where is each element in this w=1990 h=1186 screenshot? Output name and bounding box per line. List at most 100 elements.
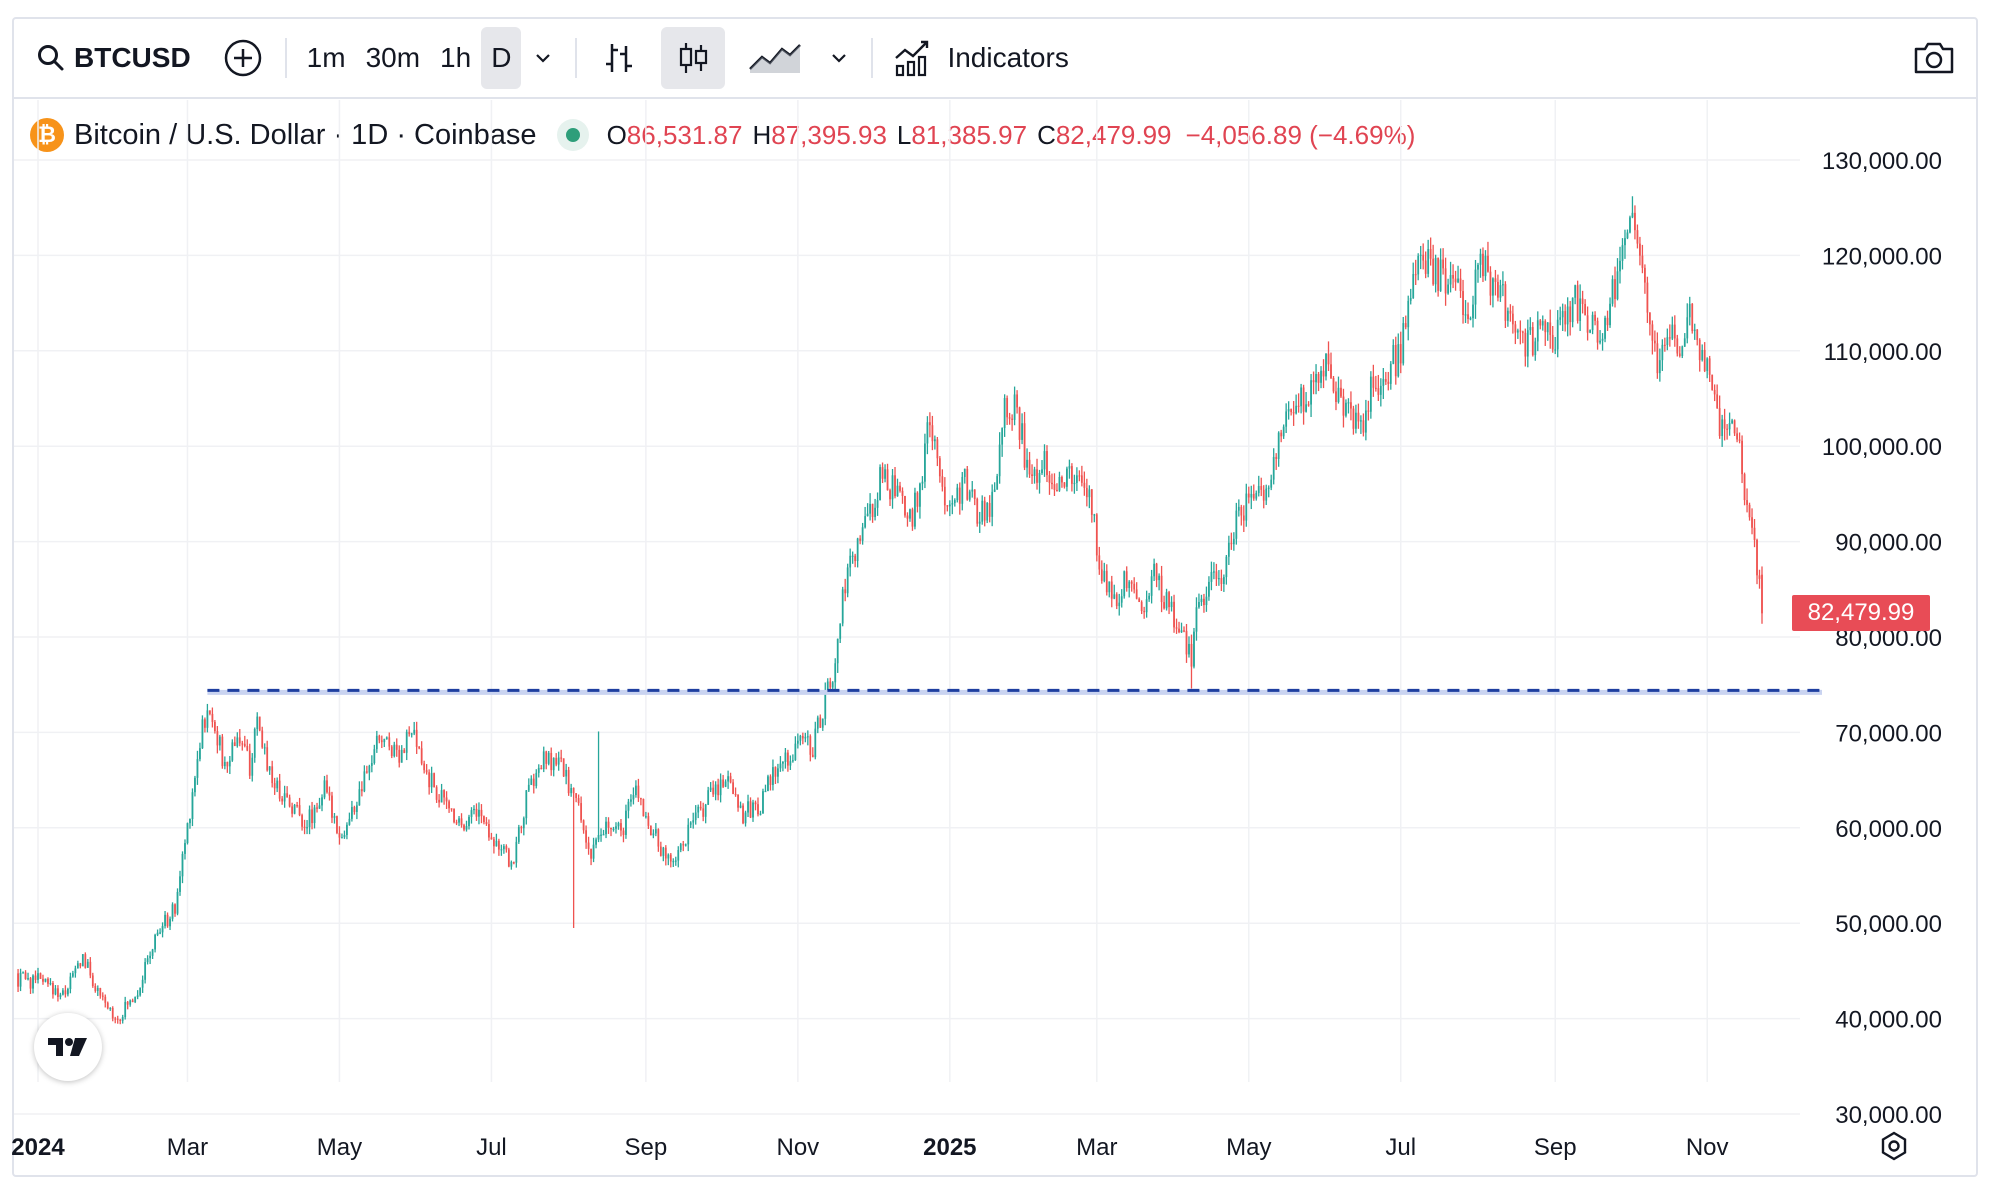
candle-body [104, 996, 107, 1003]
timeframe-30m[interactable]: 30m [365, 42, 421, 73]
candle-body [1185, 630, 1188, 655]
candle-body [1544, 321, 1547, 333]
candle-body [1175, 627, 1178, 629]
candle-body [1392, 344, 1395, 364]
candle-body [1008, 417, 1011, 419]
candle-body [1382, 378, 1385, 386]
candle-body [226, 761, 229, 767]
candle-body [657, 829, 660, 847]
candle-body [1407, 300, 1410, 328]
candle-body [1053, 484, 1056, 490]
compare-button[interactable] [211, 27, 275, 89]
candle-body [448, 801, 450, 809]
area-chart-type-button[interactable] [733, 27, 817, 89]
timeframe-1m[interactable]: 1m [306, 42, 346, 73]
candle-body [360, 789, 363, 792]
candle-body [1673, 324, 1676, 339]
candle-body [116, 1018, 119, 1020]
timeframe-1h[interactable]: 1h [440, 42, 472, 73]
candle-body [161, 926, 164, 933]
candle-body [1746, 500, 1748, 505]
candle-body [1566, 306, 1569, 325]
candle-body [909, 509, 911, 519]
candle-body [1706, 358, 1709, 371]
bars-chart-type-button[interactable] [587, 27, 651, 89]
candle-body [1509, 310, 1512, 314]
candle-body [894, 475, 896, 497]
candle-body [1158, 575, 1160, 581]
candle-body [111, 1007, 114, 1019]
x-tick-label: Mar [1076, 1134, 1117, 1161]
candle-body [490, 837, 493, 840]
candle-body [1753, 527, 1756, 540]
candle-body [346, 824, 348, 836]
candle-body [47, 978, 49, 984]
timeframe-d[interactable]: D [481, 27, 522, 89]
candle-body [1427, 249, 1430, 274]
tradingview-logo[interactable] [34, 1013, 102, 1081]
candle-body [1502, 284, 1504, 286]
candle-body [336, 816, 338, 833]
candle-body [413, 729, 416, 734]
candle-body [615, 826, 617, 829]
indicators-button[interactable]: Indicators [883, 27, 1078, 89]
candle-body [144, 962, 147, 980]
candle-body [179, 876, 181, 892]
candle-body [39, 973, 42, 979]
candle-body [440, 790, 443, 803]
candle-body [1482, 253, 1484, 277]
candle-body [1320, 370, 1322, 383]
snapshot-button[interactable] [1902, 27, 1966, 89]
candle-body [1576, 285, 1579, 321]
candle-body [1554, 349, 1557, 351]
candle-body [719, 779, 722, 796]
candle-body [644, 816, 647, 818]
candle-body [1696, 329, 1699, 340]
candle-body [27, 978, 29, 980]
candle-body [1467, 314, 1469, 319]
candle-body [114, 1018, 117, 1020]
candle-body [159, 932, 161, 934]
candle-body [273, 783, 276, 789]
candle-body [1310, 380, 1312, 405]
candle-body [283, 793, 286, 802]
candle-body [1636, 230, 1639, 244]
candle-body [136, 995, 139, 997]
candle-body [1594, 314, 1596, 321]
candle-body [968, 491, 971, 500]
candle-body [1409, 298, 1412, 301]
candle-body [525, 790, 528, 819]
candle-body [1721, 419, 1724, 437]
candles-chart-type-button[interactable] [661, 27, 726, 89]
symbol-name[interactable]: BTCUSD [74, 42, 191, 73]
candle-body [1556, 319, 1559, 350]
candle-body [649, 825, 652, 836]
candle-body [248, 750, 251, 776]
candle-body [1195, 607, 1198, 632]
candle-body [664, 847, 667, 859]
high-value: 87,395.93 [771, 119, 887, 150]
candle-body [311, 809, 313, 824]
time-axis[interactable]: 2024 Mar May Jul Sep Nov 2025 Mar May Jul Sep Nov [11, 1134, 1728, 1161]
candle-body [560, 757, 563, 759]
symbol-search[interactable]: BTCUSD [36, 42, 191, 74]
candle-body [1374, 387, 1377, 390]
price-axis[interactable]: 130,000.00 120,000.00 110,000.00 100,000.00… [1822, 148, 1942, 1129]
support-line-group[interactable] [207, 688, 1822, 695]
candle-body [605, 821, 607, 835]
candle-body [478, 809, 480, 817]
candle-body [191, 792, 194, 820]
x-tick-label: 2024 [11, 1134, 65, 1161]
candle-body [1691, 303, 1694, 332]
candle-body [580, 803, 583, 821]
chart-type-dropdown[interactable] [817, 27, 861, 89]
candle-body [625, 810, 627, 835]
candle-body [794, 743, 797, 761]
candle-body [704, 804, 707, 817]
axis-settings-icon[interactable] [1878, 1130, 1910, 1162]
candle-body [1322, 370, 1325, 377]
timeframe-dropdown[interactable] [521, 27, 565, 89]
candle-body [612, 828, 615, 830]
candle-body [1011, 418, 1014, 420]
